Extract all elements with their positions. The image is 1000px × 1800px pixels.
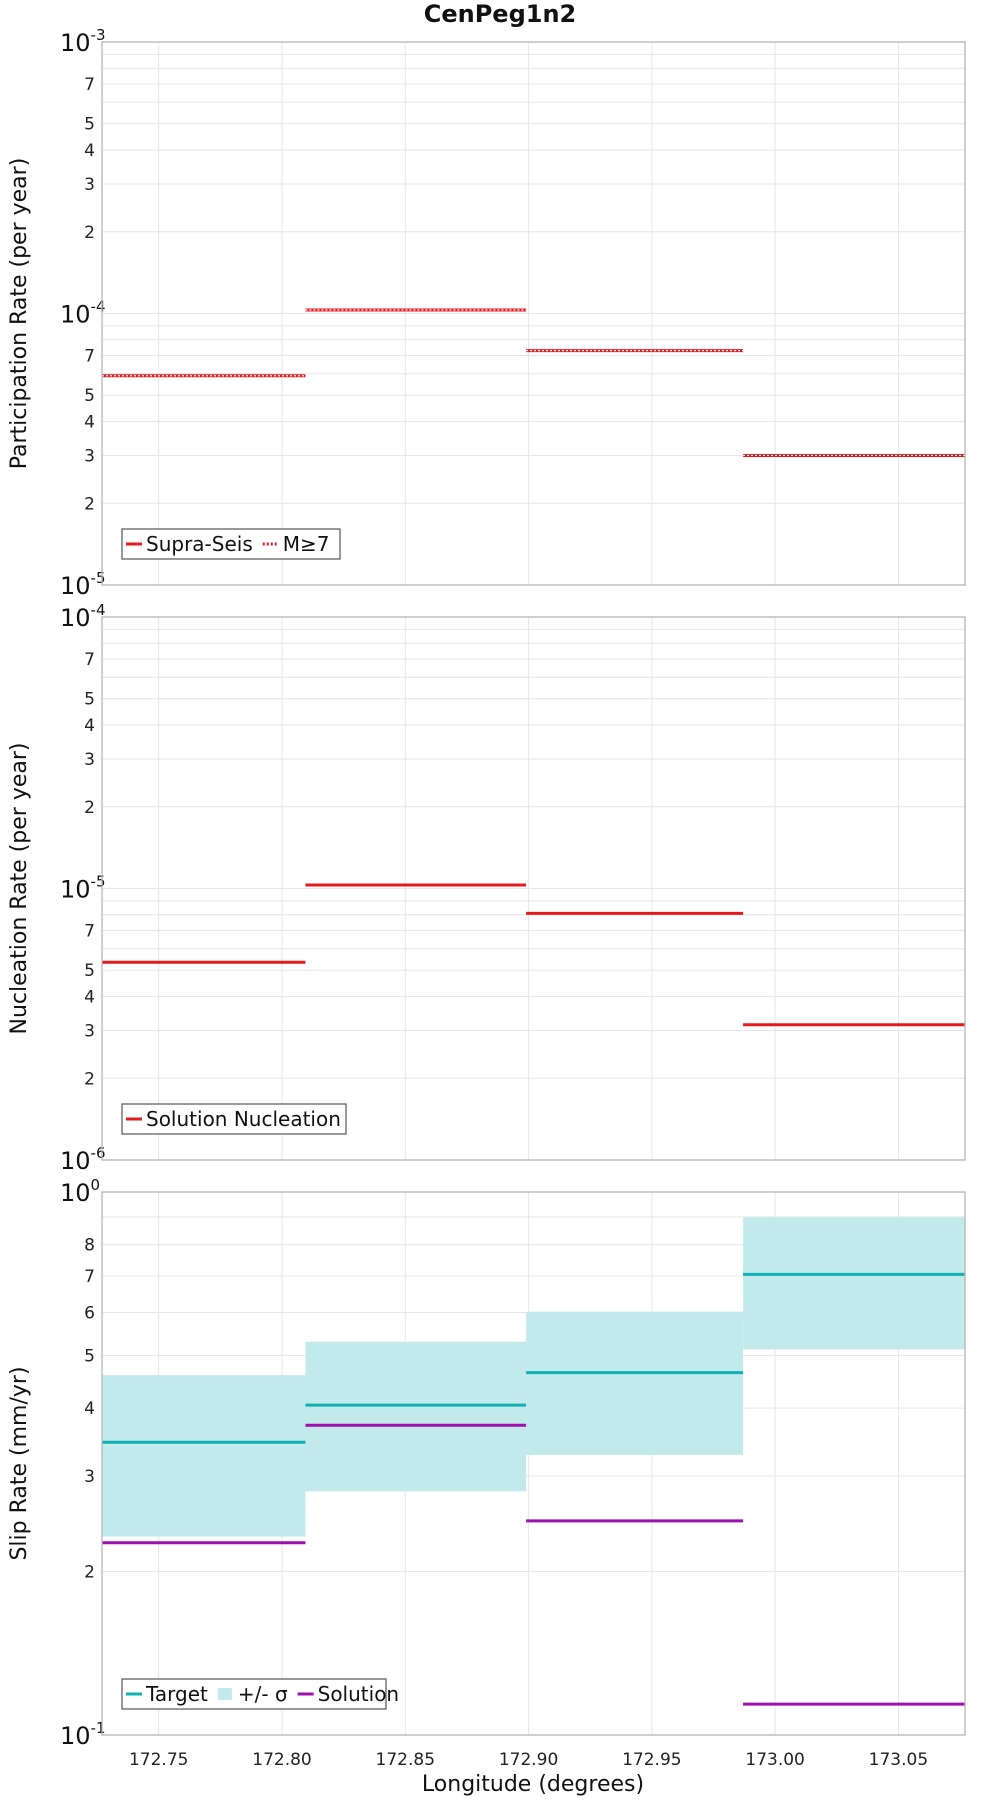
legend-box [121,528,341,560]
y-tick-label: 2 [84,798,95,818]
y-decade-label: 10-3 [60,26,106,57]
legend-label: +/- σ [238,1682,288,1706]
y-tick-label: 5 [84,1346,95,1366]
y-tick-label: 7 [84,347,95,367]
x-tick-label: 172.85 [376,1750,435,1770]
legend-swatch-series [217,1688,232,1700]
y-tick-label: 3 [84,750,95,770]
legend-label: Target [145,1682,208,1706]
panel-2: 2 3 4 5 7 2 3 4 5 7 10-4 10-5 10-6 Nucleation Rate (p… [7,601,966,1175]
sigma-band-segment [305,1341,527,1492]
y-tick-label: 5 [84,961,95,981]
x-tick-label: 173.00 [745,1750,804,1770]
x-tick-label: 172.75 [129,1750,188,1770]
legend-box [121,1103,347,1135]
y-tick-label: 2 [84,1563,95,1583]
y-tick-label: 4 [84,988,95,1008]
y-axis-title: Participation Rate (per year) [7,158,32,470]
y-decade-label: 100 [60,1176,100,1207]
x-tick-label: 172.90 [499,1750,558,1770]
y-tick-label: 7 [84,1267,95,1287]
y-decade-label: 10-5 [60,873,106,904]
plot-frame [101,1191,966,1736]
y-decade-label: 10-4 [60,601,106,632]
legend-box [121,1678,387,1710]
y-axis-title: Slip Rate (mm/yr) [7,1366,32,1560]
plot-frame [101,616,966,1161]
legend: Solution Nucleation [121,1103,347,1135]
y-tick-label: 3 [84,446,95,466]
legend: Target +/- σ Solution [121,1678,399,1710]
legend-label: Solution [318,1682,399,1706]
y-tick-label: 7 [84,75,95,95]
chart-title: CenPeg1n2 [424,0,577,28]
panel-1: 2 3 4 5 7 2 3 4 5 7 10-3 10-4 10-5 Participation Rate… [7,26,966,600]
x-tick-label: 173.05 [869,1750,928,1770]
y-tick-label: 4 [84,413,95,433]
sigma-band-segment [743,1217,965,1350]
y-decade-label: 10-5 [60,569,106,600]
y-tick-label: 2 [84,1069,95,1089]
y-decade-label: 10-6 [60,1144,106,1175]
sigma-band-segment [526,1311,744,1455]
x-tick-label: 172.80 [252,1750,311,1770]
y-tick-label: 4 [84,716,95,736]
y-tick-label: 5 [84,386,95,406]
y-tick-label: 3 [84,175,95,195]
y-tick-label: 8 [84,1236,95,1256]
y-tick-label: 3 [84,1467,95,1487]
y-tick-label: 7 [84,922,95,942]
sigma-band-segment [102,1375,306,1537]
plot-frame [101,41,966,586]
y-decade-label: 10-1 [60,1719,106,1750]
y-tick-label: 7 [84,650,95,670]
legend-label: M≥7 [283,532,330,556]
y-decade-label: 10-4 [60,298,106,329]
legend-label: Supra-Seis [146,532,253,556]
y-tick-label: 5 [84,690,95,710]
y-tick-label: 6 [84,1303,95,1323]
y-tick-label: 3 [84,1021,95,1041]
y-tick-label: 4 [84,141,95,161]
y-tick-label: 5 [84,115,95,135]
legend: Supra-Seis M≥7 [121,528,341,560]
y-tick-label: 2 [84,494,95,514]
x-axis-title: Longitude (degrees) [422,1772,644,1797]
y-tick-label: 2 [84,223,95,243]
panel-3: 2 3 4 5 6 7 8 100 10-1 Slip Rate (mm/yr) Target +/-… [7,1176,966,1750]
y-tick-label: 4 [84,1399,95,1419]
y-axis-title: Nucleation Rate (per year) [7,743,32,1035]
legend-label: Solution Nucleation [146,1107,341,1131]
x-tick-label: 172.95 [622,1750,681,1770]
